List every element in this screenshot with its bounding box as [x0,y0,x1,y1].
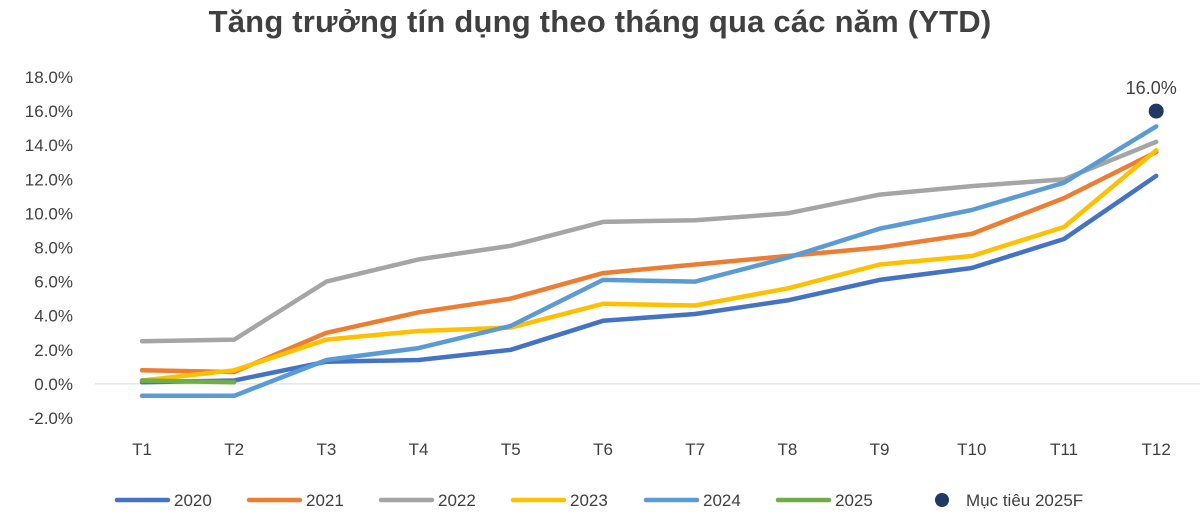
y-tick-label: 12.0% [25,170,73,189]
x-tick-label: T3 [316,440,336,459]
series-line-2021 [139,149,1159,375]
chart-title: Tăng trưởng tín dụng theo tháng qua các … [208,4,992,39]
legend-label-2020: 2020 [174,491,212,510]
target-marker-group: 16.0% [1126,78,1177,119]
y-tick-label: 14.0% [25,136,73,155]
legend-label-2022: 2022 [438,491,476,510]
y-tick-label: -2.0% [29,409,73,428]
x-tick-label: T2 [224,440,244,459]
series-lines [139,124,1159,399]
series-line-2022 [139,139,1159,344]
y-tick-label: 0.0% [34,375,73,394]
x-tick-label: T5 [501,440,521,459]
legend-marker-target [935,493,949,507]
y-tick-label: 6.0% [34,273,73,292]
x-tick-label: T7 [685,440,705,459]
x-tick-label: T9 [870,440,890,459]
legend-label-2024: 2024 [703,491,741,510]
target-data-label: 16.0% [1126,78,1177,98]
x-axis: T1 T2 T3 T4 T5 T6 T7 T8 T9 T10 T11 T12 [132,440,1171,459]
x-tick-label: T6 [593,440,613,459]
legend: 2020 2021 2022 2023 2024 2025 Mục tiêu 2025F [114,491,1083,510]
legend-label-2025: 2025 [835,491,873,510]
x-tick-label: T12 [1142,440,1171,459]
y-tick-label: 16.0% [25,102,73,121]
y-axis: -2.0% 0.0% 2.0% 4.0% 6.0% 8.0% 10.0% 12.0% 14.0%… [25,68,1200,428]
y-tick-label: 18.0% [25,68,73,87]
legend-label-2021: 2021 [306,491,344,510]
target-marker [1148,103,1164,119]
legend-label-2023: 2023 [570,491,608,510]
y-tick-label: 10.0% [25,204,73,223]
x-tick-label: T10 [957,440,986,459]
y-tick-label: 8.0% [34,239,73,258]
series-line-2024 [139,124,1159,399]
x-tick-label: T4 [409,440,429,459]
legend-label-target: Mục tiêu 2025F [966,491,1083,510]
x-tick-label: T8 [777,440,797,459]
x-tick-label: T1 [132,440,152,459]
series-line-2023 [139,148,1159,383]
x-tick-label: T11 [1050,440,1078,459]
y-tick-label: 4.0% [34,307,73,326]
y-tick-label: 2.0% [34,341,73,360]
series-line-2025 [139,378,237,385]
